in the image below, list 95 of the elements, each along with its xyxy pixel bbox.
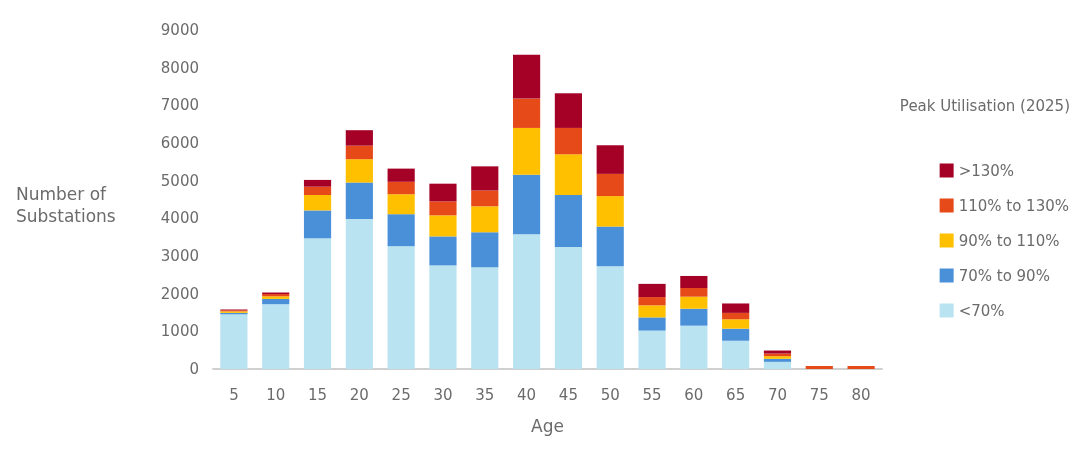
x-tick-label: 5 bbox=[229, 385, 239, 404]
bar bbox=[303, 238, 332, 369]
bar bbox=[220, 314, 248, 369]
bar bbox=[596, 226, 624, 267]
bar bbox=[596, 145, 624, 174]
bar bbox=[513, 54, 541, 99]
legend-label: 70% to 90% bbox=[958, 266, 1050, 285]
x-tick-label: 20 bbox=[349, 385, 369, 404]
bar bbox=[596, 266, 624, 369]
bar bbox=[471, 166, 499, 191]
bar bbox=[805, 365, 833, 369]
y-tick-label: 3000 bbox=[160, 247, 199, 265]
legend-label: 110% to 130% bbox=[958, 196, 1070, 215]
x-tick-label: 25 bbox=[391, 385, 411, 404]
x-tick-label: 80 bbox=[851, 385, 871, 404]
x-axis-title: Age bbox=[531, 415, 564, 436]
bar bbox=[680, 325, 708, 369]
x-tick-label: 70 bbox=[767, 385, 788, 404]
bar bbox=[513, 98, 541, 128]
bar bbox=[471, 206, 499, 233]
bar bbox=[638, 283, 666, 298]
bar bbox=[429, 265, 457, 369]
bar bbox=[345, 159, 373, 183]
bar bbox=[638, 297, 666, 306]
bar bbox=[680, 308, 708, 326]
bar bbox=[471, 232, 499, 268]
y-tick-label: 7000 bbox=[160, 96, 199, 115]
bar bbox=[429, 236, 457, 266]
bar bbox=[429, 201, 457, 216]
x-tick-label: 15 bbox=[307, 385, 328, 404]
bar bbox=[638, 330, 666, 369]
x-tick-label: 40 bbox=[517, 385, 537, 404]
bar bbox=[345, 145, 373, 160]
bar bbox=[387, 194, 415, 215]
bar bbox=[387, 181, 415, 195]
bar bbox=[722, 312, 750, 320]
y-tick-label: 9000 bbox=[160, 21, 199, 39]
bar bbox=[554, 246, 582, 369]
bar bbox=[303, 179, 332, 187]
y-tick-label: 0 bbox=[189, 360, 199, 378]
bar bbox=[680, 296, 708, 309]
x-tick-label: 55 bbox=[642, 385, 662, 404]
x-tick-label: 65 bbox=[726, 385, 746, 404]
bar bbox=[554, 194, 582, 247]
bar bbox=[303, 194, 332, 211]
y-tick-label: 8000 bbox=[160, 58, 199, 77]
bar bbox=[262, 298, 290, 305]
bar bbox=[471, 190, 499, 207]
bar bbox=[387, 168, 415, 182]
x-tick-label: 45 bbox=[558, 385, 578, 404]
bar bbox=[722, 319, 750, 329]
y-axis-title: Number of Substations bbox=[16, 184, 116, 226]
bar bbox=[345, 219, 373, 369]
bar bbox=[345, 130, 373, 146]
bar bbox=[638, 317, 666, 331]
bar bbox=[763, 361, 792, 369]
x-tick-label: 50 bbox=[600, 385, 620, 404]
y-tick-label: 1000 bbox=[160, 322, 199, 341]
bar bbox=[471, 267, 499, 369]
bar bbox=[345, 182, 373, 220]
y-tick-label: 2000 bbox=[160, 284, 199, 303]
x-tick-label: 75 bbox=[809, 385, 829, 404]
bar bbox=[303, 210, 332, 239]
bar bbox=[596, 173, 624, 197]
bar bbox=[303, 186, 332, 195]
bar bbox=[638, 305, 666, 318]
bar bbox=[387, 214, 415, 247]
bar bbox=[722, 303, 750, 313]
y-tick-label: 4000 bbox=[160, 209, 199, 228]
legend-title: Peak Utilisation (2025) bbox=[899, 96, 1071, 115]
legend-label: >130% bbox=[958, 161, 1015, 180]
bar bbox=[262, 304, 290, 369]
legend-label: 90% to 110% bbox=[958, 231, 1060, 250]
bar bbox=[429, 183, 457, 202]
x-tick-label: 35 bbox=[475, 385, 495, 404]
bar bbox=[847, 365, 875, 369]
y-tick-label: 6000 bbox=[160, 134, 199, 152]
bar bbox=[680, 288, 708, 297]
bar bbox=[722, 328, 750, 341]
legend-label: <70% bbox=[958, 301, 1005, 320]
bar bbox=[429, 215, 457, 237]
x-tick-label: 60 bbox=[684, 385, 704, 404]
x-tick-label: 10 bbox=[266, 385, 286, 404]
x-tick-label: 30 bbox=[433, 385, 453, 404]
bar bbox=[722, 340, 750, 369]
bar bbox=[513, 234, 541, 369]
bar bbox=[596, 196, 624, 227]
bar bbox=[513, 174, 541, 235]
y-tick-label: 5000 bbox=[160, 171, 199, 190]
bar bbox=[554, 154, 582, 195]
bar bbox=[387, 246, 415, 369]
bar bbox=[554, 93, 582, 128]
bar bbox=[680, 275, 708, 289]
bar bbox=[554, 127, 582, 155]
bar bbox=[513, 127, 541, 175]
